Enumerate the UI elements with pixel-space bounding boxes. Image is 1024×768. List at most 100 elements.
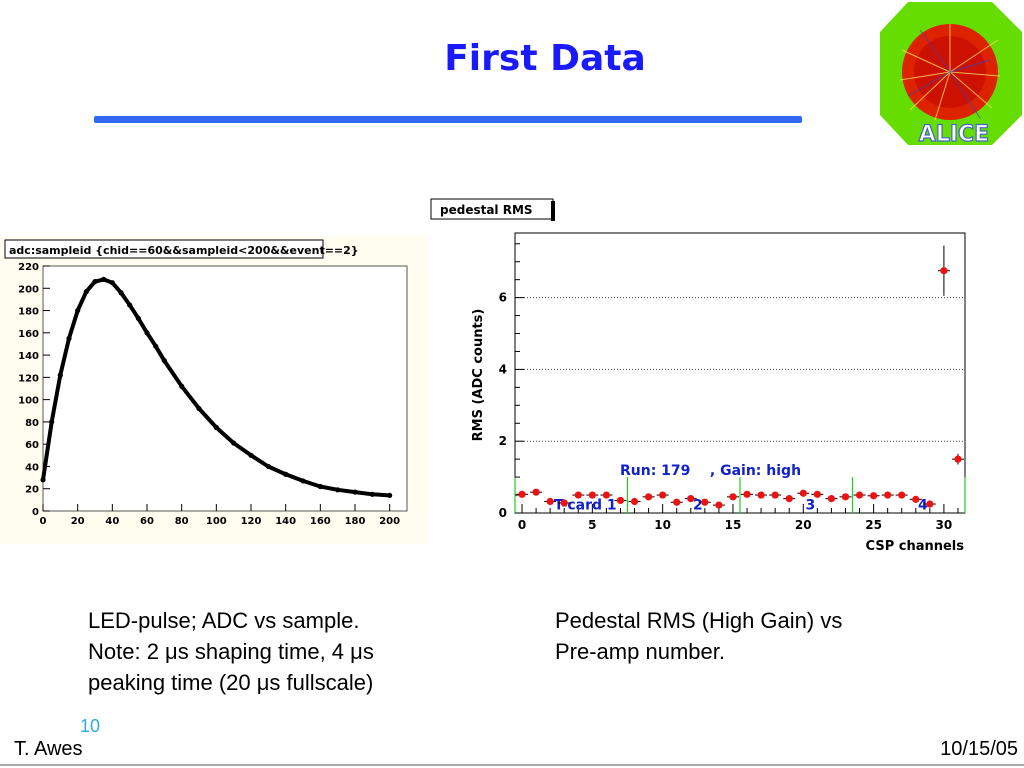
chart-title-box [4,239,324,259]
pedestal-rms-chart: pedestal RMS 0 5 10 15 20 25 30 0 2 4 6 RMS (ADC c… [430,198,966,554]
data-point [771,491,779,499]
y-tick-label: 160 [18,329,39,340]
pulse-trace [41,277,392,498]
plot-frame [42,265,408,512]
chart-title: adc:sampleid {chid==60&&sampleid<200&&ev… [9,244,359,257]
y-tick-label: 2 [499,434,507,448]
y-tick-label: 200 [18,284,39,295]
axis-ticks: 0 20 40 60 80 100 120 140 160 180 200 0 20 40 60 80 100 1… [18,262,400,527]
y-tick-label: 180 [18,307,39,318]
alice-logo: ALICE [880,2,1022,145]
y-axis-label: RMS (ADC counts) [471,309,486,442]
caption-right: Pedestal RMS (High Gain) vs Pre-amp numb… [555,605,975,667]
title-underline [94,116,802,123]
page-number: 10 [80,716,101,736]
y-tick-label: 20 [25,485,39,496]
data-point [701,498,709,506]
card-label: 2 [693,497,703,513]
data-point [898,491,906,499]
data-points [516,245,964,509]
data-point [588,491,596,499]
y-tick-label: 100 [18,396,39,407]
data-point [687,495,695,503]
y-tick-label: 80 [25,418,39,429]
y-tick-label: 60 [25,440,39,451]
data-point [785,495,793,503]
data-point [729,493,737,501]
x-tick-label: 100 [206,516,227,527]
data-point [673,498,681,506]
x-tick-label: 20 [795,518,812,532]
plot-frame [514,232,966,514]
x-axis-label: CSP channels [866,539,965,554]
x-tick-label: 0 [518,518,526,532]
date: 10/15/05 [940,738,1018,760]
x-tick-label: 160 [310,516,331,527]
data-point [659,491,667,499]
data-point [926,500,934,508]
data-point [560,499,568,507]
data-point [912,495,920,503]
card-labels: T-card 1 2 3 4 [554,497,928,513]
caption-left-line-3: peaking time (20 μs fullscale) [88,670,374,695]
y-tick-label: 0 [499,506,507,520]
data-point [855,491,864,499]
data-point [799,489,807,497]
y-tick-label: 40 [25,462,39,473]
grid-lines [515,297,965,442]
slide-title: First Data [444,38,646,79]
y-tick-label: 220 [18,262,39,273]
x-tick-label: 20 [71,516,85,527]
data-point [630,497,639,506]
data-point [954,455,962,463]
data-point [827,495,836,503]
data-point [616,496,625,505]
logo-text: ALICE [919,122,989,145]
y-tick-label: 0 [32,507,39,518]
x-tick-label: 60 [140,516,154,527]
data-point [757,491,765,499]
x-tick-label: 40 [105,516,119,527]
data-point [715,501,723,509]
x-tick-label: 15 [725,518,742,532]
data-point [884,491,892,499]
data-point [602,491,611,499]
data-point [813,490,821,498]
data-point [574,491,582,499]
card-label: 3 [805,497,815,513]
chart-title-shadow [551,201,555,221]
axis-ticks: 0 5 10 15 20 25 30 0 2 4 6 [499,243,959,532]
data-point [841,493,850,501]
data-point [518,490,526,498]
caption-left-line-2: Note: 2 μs shaping time, 4 μs [88,639,374,664]
x-tick-label: 180 [345,516,366,527]
data-point [743,490,751,498]
run-annotation: Run: 179 , Gain: high [620,463,801,479]
caption-right-line-2: Pre-amp number. [555,639,725,664]
x-tick-label: 5 [588,518,596,532]
data-points [40,276,393,499]
card-label: 4 [918,497,928,513]
x-tick-label: 200 [379,516,400,527]
author: T. Awes [14,738,83,760]
footer-rule [0,764,1024,766]
x-tick-label: 30 [936,518,953,532]
y-tick-label: 4 [499,362,507,376]
data-point [869,492,878,500]
y-tick-label: 6 [499,291,507,305]
x-tick-label: 0 [40,516,47,527]
card-label: T-card 1 [554,497,617,513]
x-tick-label: 120 [241,516,262,527]
x-tick-label: 80 [175,516,189,527]
y-tick-label: 120 [18,373,39,384]
adc-pulse-chart: adc:sampleid {chid==60&&sampleid<200&&ev… [0,236,428,544]
caption-left-line-1: LED-pulse; ADC vs sample. [88,608,360,633]
chart-title: pedestal RMS [440,203,533,217]
data-point [940,267,948,275]
x-tick-label: 140 [275,516,296,527]
caption-right-line-1: Pedestal RMS (High Gain) vs [555,608,843,633]
data-point [532,488,540,496]
data-point [644,493,653,501]
x-tick-label: 10 [654,518,671,532]
data-point [546,497,554,506]
